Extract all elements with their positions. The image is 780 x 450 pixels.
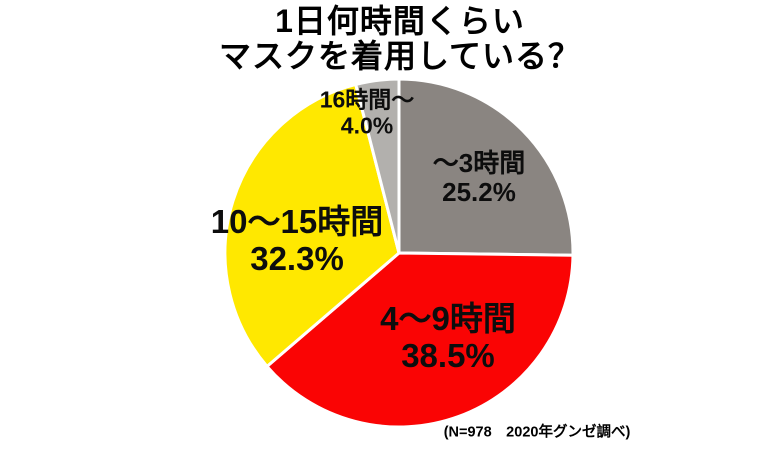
survey-footnote: (N=978 2020年グンゼ調べ) (443, 424, 631, 441)
pie-slice-3 (354, 77, 401, 255)
pie-slice-2 (223, 82, 401, 368)
chart-title-line2: マスクを着用している？ (218, 38, 582, 74)
chart-title-line1: 1日何時間くらい (275, 3, 525, 39)
chart-title: 1日何時間くらい マスクを着用している？ (20, 4, 780, 74)
pie-slice-1 (265, 251, 575, 429)
pie-slice-0 (397, 77, 575, 257)
